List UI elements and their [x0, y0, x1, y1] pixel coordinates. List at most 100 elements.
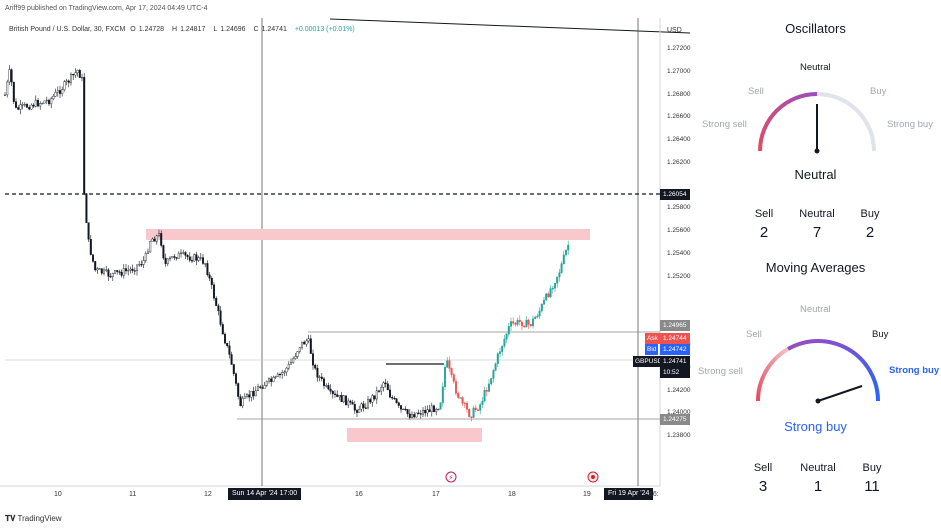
candle-body	[270, 378, 273, 382]
candle-body	[63, 81, 66, 90]
candle-body	[560, 263, 563, 273]
candle-body	[417, 412, 420, 414]
price-tick: 1.25600	[667, 227, 691, 235]
candle-body	[351, 402, 354, 405]
candle-body	[151, 238, 154, 242]
candle-body	[466, 403, 469, 410]
candle-body	[430, 405, 433, 412]
time-tick-partial: 16:	[649, 491, 659, 498]
candle-body	[298, 347, 301, 352]
candle-body	[510, 321, 513, 327]
candle-body	[296, 351, 299, 357]
candle-body	[334, 393, 337, 395]
candle-body	[342, 395, 345, 403]
candle-body	[6, 81, 9, 96]
ma-neutral-label: Neutral	[800, 304, 831, 315]
bid-label: Bid	[645, 344, 659, 355]
candle-body	[362, 403, 365, 408]
candle-body	[265, 380, 268, 386]
candle-body	[133, 270, 136, 272]
candle-body	[538, 310, 541, 317]
candle-body	[212, 284, 215, 299]
candle-body	[507, 326, 510, 335]
ask-price-tag: 1.24744	[660, 333, 690, 344]
candle-body	[166, 258, 169, 264]
dashed-level-tag: 1.26054	[660, 189, 690, 200]
candle-body	[318, 376, 321, 378]
price-tick: 1.27200	[667, 45, 691, 52]
candle-body	[483, 390, 486, 402]
moving-averages-gauge	[755, 338, 880, 404]
candle-body	[109, 276, 112, 278]
lower-level-tag: 1.24275	[660, 414, 690, 425]
candle-body	[525, 319, 528, 328]
ma-strong-sell-label: Strong sell	[698, 366, 743, 377]
candle-body	[309, 338, 312, 354]
technical-ratings-panel: Oscillators Strong sell Sell Neutral Buy…	[690, 0, 941, 530]
candle-body	[279, 373, 282, 376]
candle-body	[8, 69, 11, 83]
candle-body	[105, 269, 108, 271]
chart-canvas[interactable]: ⚡	[0, 0, 690, 530]
candle-body	[397, 402, 400, 406]
candle-body	[499, 351, 502, 354]
candle-body	[78, 70, 81, 78]
candle-body	[472, 407, 475, 418]
candle-body	[450, 368, 453, 375]
candle-body	[327, 385, 330, 390]
candle-body	[72, 73, 75, 76]
candle-body	[492, 370, 495, 379]
candle-body	[226, 342, 229, 347]
candle-body	[470, 416, 473, 418]
ma-strong-buy-label: Strong buy	[889, 365, 940, 376]
oscillators-summary: Neutral	[794, 167, 837, 182]
candle-body	[364, 407, 367, 409]
candle-body	[547, 293, 550, 298]
candle-body	[529, 324, 532, 327]
candle-body	[404, 408, 407, 411]
candle-body	[353, 404, 356, 411]
candle-body	[254, 390, 257, 397]
candle-body	[426, 409, 429, 414]
osc-sell-count: Sell 2	[754, 208, 774, 241]
candle-body	[274, 376, 277, 378]
candle-body	[413, 414, 416, 418]
candle-body	[111, 272, 114, 277]
candle-body	[320, 376, 323, 379]
osc-neutral-count: Neutral 7	[799, 208, 835, 241]
candle-body	[129, 268, 132, 271]
candle-body	[389, 389, 392, 398]
candle-body	[193, 254, 196, 262]
candle-body	[74, 72, 77, 76]
candle-body	[360, 403, 363, 410]
candle-body	[290, 362, 293, 365]
candle-body	[234, 373, 237, 384]
candle-body	[37, 99, 40, 107]
candle-body	[41, 102, 44, 105]
candle-body	[140, 264, 143, 266]
candle-body	[252, 390, 255, 397]
price-tick: 1.26600	[667, 113, 691, 121]
candle-body	[516, 319, 519, 325]
candle-body	[56, 90, 59, 93]
candle-body	[65, 80, 68, 82]
candle-body	[457, 393, 460, 398]
candle-body	[540, 304, 543, 312]
bid-price-tag: 1.24742	[660, 344, 690, 355]
svg-text:⚡: ⚡	[449, 474, 454, 482]
candle-body	[406, 409, 409, 415]
price-tick: 1.24200	[667, 386, 691, 394]
price-tick: 1.27000	[667, 67, 691, 75]
candle-body	[199, 257, 202, 259]
crosshair-start-date: Sun 14 Apr '24 17:00	[228, 488, 302, 500]
tradingview-logo[interactable]: 𝐓𝐕 TradingView	[5, 514, 62, 523]
candle-body	[424, 410, 427, 414]
candle-body	[149, 241, 152, 253]
candle-body	[329, 388, 332, 392]
chart-panel[interactable]: Ariff99 published on TradingView.com, Ap…	[0, 0, 691, 530]
candle-body	[221, 324, 224, 335]
candle-body	[437, 408, 440, 411]
candle-body	[102, 269, 105, 274]
time-tick: 16	[355, 491, 363, 498]
